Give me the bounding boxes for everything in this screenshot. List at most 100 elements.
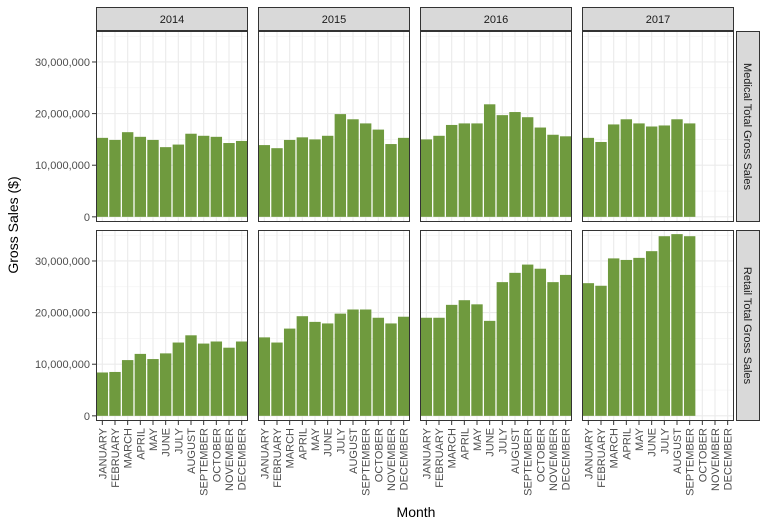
bar-retail-total-gross-sales-2015-february bbox=[271, 342, 283, 416]
panel-medical-total-gross-sales-2015 bbox=[258, 31, 410, 222]
x-tick-label-february: FEBRUARY bbox=[110, 427, 122, 487]
y-tick-label: 30,000,000 bbox=[35, 57, 90, 69]
bar-retail-total-gross-sales-2014-november bbox=[223, 347, 235, 416]
x-tick-label-december: DECEMBER bbox=[237, 428, 249, 490]
strips-layer: 2014 2015 2016 2017 Medical Total Gross Sale… bbox=[96, 7, 760, 421]
y-tick-label: 20,000,000 bbox=[35, 109, 90, 121]
bar-medical-total-gross-sales-2017-july bbox=[658, 125, 671, 217]
x-tick-label-june: JUNE bbox=[161, 428, 173, 457]
bar-medical-total-gross-sales-2017-august bbox=[671, 119, 683, 217]
bar-retail-total-gross-sales-2017-april bbox=[620, 259, 633, 416]
bar-medical-total-gross-sales-2015-september bbox=[359, 123, 372, 217]
panels-layer bbox=[96, 31, 734, 421]
x-tick-label-june: JUNE bbox=[323, 428, 335, 457]
bar-medical-total-gross-sales-2017-february bbox=[595, 141, 607, 217]
bar-retail-total-gross-sales-2014-june bbox=[159, 353, 172, 416]
bar-retail-total-gross-sales-2014-january bbox=[96, 372, 109, 416]
strip-label-2016: 2016 bbox=[484, 14, 508, 26]
panel-medical-total-gross-sales-2017 bbox=[582, 31, 734, 222]
x-tick-label-october: OCTOBER bbox=[535, 428, 547, 482]
y-axis-layer: 0 10,000,000 20,000,000 30,000,000 0 10,000,0… bbox=[35, 57, 96, 423]
bar-medical-total-gross-sales-2014-february bbox=[109, 139, 121, 217]
bar-medical-total-gross-sales-2017-april bbox=[620, 119, 633, 217]
bar-retail-total-gross-sales-2014-july bbox=[172, 342, 185, 416]
x-tick-label-february: FEBRUARY bbox=[272, 427, 284, 487]
panel-retail-total-gross-sales-2016 bbox=[420, 230, 572, 421]
x-tick-label-april: APRIL bbox=[297, 428, 309, 460]
strip-background bbox=[736, 230, 760, 421]
bar-retail-total-gross-sales-2016-june bbox=[483, 320, 496, 416]
bar-medical-total-gross-sales-2016-february bbox=[433, 135, 445, 217]
y-tick-label: 0 bbox=[84, 411, 90, 423]
x-tick-label-december: DECEMBER bbox=[723, 428, 735, 490]
bar-medical-total-gross-sales-2016-december bbox=[559, 136, 572, 217]
panel-border bbox=[420, 230, 572, 421]
bar-medical-total-gross-sales-2014-april bbox=[134, 136, 147, 217]
strip-background bbox=[582, 7, 734, 31]
x-tick-label-september: SEPTEMBER bbox=[199, 428, 211, 496]
x-tick-label-march: MARCH bbox=[609, 428, 621, 468]
bar-medical-total-gross-sales-2015-october bbox=[372, 129, 385, 217]
bar-medical-total-gross-sales-2014-march bbox=[121, 132, 134, 217]
bar-medical-total-gross-sales-2015-november bbox=[385, 144, 397, 217]
panel-border bbox=[420, 31, 572, 222]
bar-retail-total-gross-sales-2016-july bbox=[496, 282, 509, 416]
panel-background bbox=[582, 230, 734, 421]
bar-retail-total-gross-sales-2017-june bbox=[645, 251, 658, 416]
bar-retail-total-gross-sales-2017-january bbox=[582, 283, 595, 416]
bar-medical-total-gross-sales-2014-may bbox=[147, 139, 159, 217]
bar-medical-total-gross-sales-2014-august bbox=[185, 133, 197, 217]
panel-background bbox=[96, 31, 248, 222]
bar-medical-total-gross-sales-2015-february bbox=[271, 148, 283, 217]
panel-background bbox=[420, 31, 572, 222]
x-tick-label-november: NOVEMBER bbox=[386, 428, 398, 491]
x-tick-label-august: AUGUST bbox=[672, 428, 684, 474]
bar-medical-total-gross-sales-2016-august bbox=[509, 112, 521, 217]
x-tick-label-september: SEPTEMBER bbox=[361, 428, 373, 496]
bar-retail-total-gross-sales-2016-september bbox=[521, 264, 534, 416]
bar-retail-total-gross-sales-2015-april bbox=[296, 316, 309, 416]
bar-medical-total-gross-sales-2014-january bbox=[96, 137, 109, 217]
x-tick-label-october: OCTOBER bbox=[697, 428, 709, 482]
strip-background bbox=[736, 31, 760, 222]
x-tick-label-march: MARCH bbox=[123, 428, 135, 468]
x-tick-label-may: MAY bbox=[310, 427, 322, 451]
bar-medical-total-gross-sales-2017-may bbox=[633, 123, 645, 217]
bar-medical-total-gross-sales-2017-june bbox=[645, 126, 658, 217]
bar-retail-total-gross-sales-2014-december bbox=[235, 341, 248, 416]
strip-row-medical-total-gross-sales: Medical Total Gross Sales bbox=[736, 31, 760, 222]
bar-retail-total-gross-sales-2015-january bbox=[258, 337, 271, 416]
strip-column-2016: 2016 bbox=[420, 7, 572, 31]
x-axis-layer: JANUARY FEBRUARY MARCH APRIL MAY JUNE JULY AUGU… bbox=[97, 421, 735, 496]
strip-background bbox=[420, 7, 572, 31]
bar-retail-total-gross-sales-2015-october bbox=[372, 317, 385, 416]
x-tick-label-march: MARCH bbox=[447, 428, 459, 468]
panel-medical-total-gross-sales-2016 bbox=[420, 31, 572, 222]
x-tick-label-january: JANUARY bbox=[421, 427, 433, 479]
bar-medical-total-gross-sales-2016-september bbox=[521, 117, 534, 217]
bar-medical-total-gross-sales-2015-january bbox=[258, 145, 271, 217]
bar-medical-total-gross-sales-2017-march bbox=[607, 124, 620, 217]
x-tick-label-may: MAY bbox=[148, 427, 160, 451]
x-tick-label-december: DECEMBER bbox=[399, 428, 411, 490]
bar-retail-total-gross-sales-2017-september bbox=[683, 236, 696, 416]
strip-column-2015: 2015 bbox=[258, 7, 410, 31]
x-tick-label-july: JULY bbox=[335, 427, 347, 454]
bar-retail-total-gross-sales-2015-september bbox=[359, 309, 372, 416]
x-tick-label-july: JULY bbox=[659, 427, 671, 454]
strip-label-medical-total-gross-sales: Medical Total Gross Sales bbox=[741, 63, 753, 190]
panel-retail-total-gross-sales-2017 bbox=[582, 230, 734, 421]
strip-label-2015: 2015 bbox=[322, 14, 346, 26]
panel-border bbox=[96, 230, 248, 421]
bar-medical-total-gross-sales-2016-november bbox=[547, 134, 559, 217]
bar-retail-total-gross-sales-2016-august bbox=[509, 272, 521, 416]
panel-background bbox=[582, 31, 734, 222]
bar-medical-total-gross-sales-2015-august bbox=[347, 119, 359, 217]
bar-medical-total-gross-sales-2016-march bbox=[445, 124, 458, 217]
bar-retail-total-gross-sales-2016-november bbox=[547, 282, 559, 416]
x-tick-label-september: SEPTEMBER bbox=[523, 428, 535, 496]
bar-retail-total-gross-sales-2016-october bbox=[534, 268, 547, 416]
x-tick-label-january: JANUARY bbox=[259, 427, 271, 479]
x-tick-label-december: DECEMBER bbox=[561, 428, 573, 490]
x-tick-label-october: OCTOBER bbox=[373, 428, 385, 482]
